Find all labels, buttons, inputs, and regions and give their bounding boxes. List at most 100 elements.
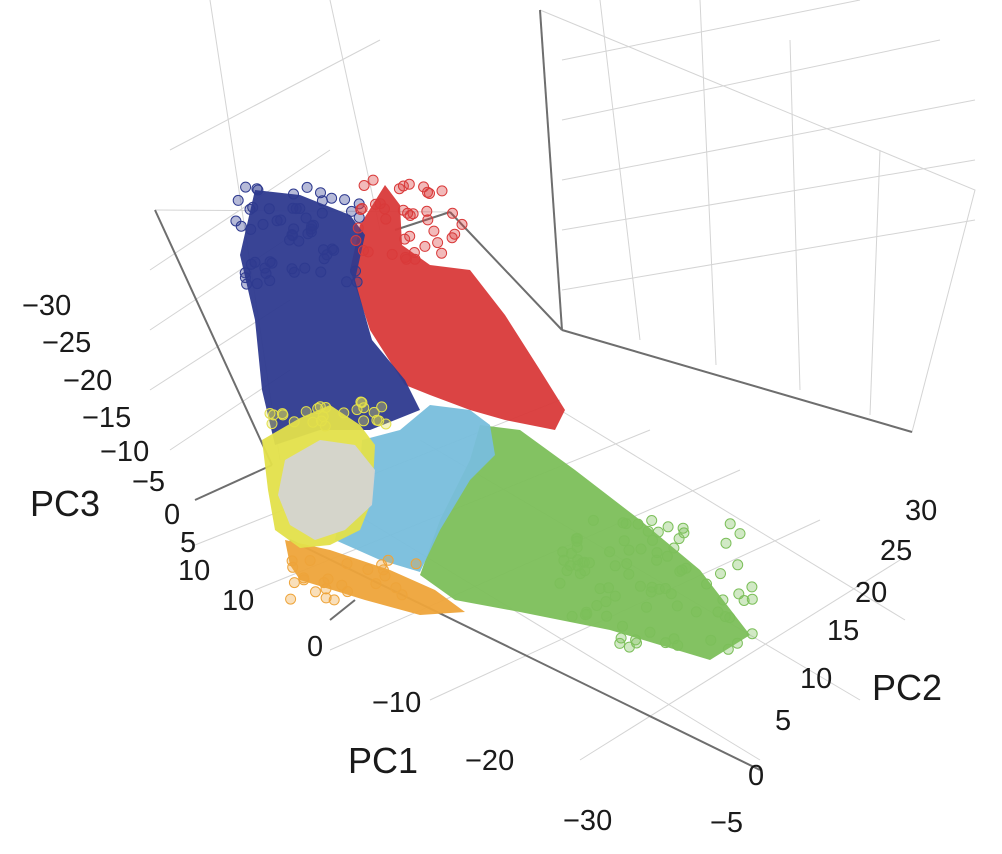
scatter-point-blue xyxy=(275,214,287,226)
scatter-point-blue xyxy=(245,258,257,270)
pc2-tick-label: 30 xyxy=(905,495,937,527)
scatter-point-green xyxy=(717,594,729,606)
pc1-tick-label: −30 xyxy=(563,805,612,837)
scatter-point-green xyxy=(732,559,744,571)
scatter-point-orange xyxy=(320,592,332,604)
scatter-point-green xyxy=(724,518,736,530)
pc1-tick-label: −10 xyxy=(372,687,421,719)
pc3-tick-label: −25 xyxy=(42,327,91,359)
scatter-point-red xyxy=(386,248,398,260)
scatter-point-blue xyxy=(316,195,328,207)
scatter-point-green xyxy=(617,620,628,632)
scatter-point-red xyxy=(370,198,381,210)
scatter-point-orange xyxy=(396,589,408,601)
scatter-point-red xyxy=(436,247,448,259)
scatter-point-orange xyxy=(390,582,402,594)
scatter-point-blue xyxy=(326,192,338,204)
pc3-tick-label: −10 xyxy=(100,436,149,468)
scatter-point-green xyxy=(601,610,613,622)
scatter-point-blue xyxy=(315,187,326,199)
pc2-tick-label: 0 xyxy=(748,760,764,792)
scatter-point-orange xyxy=(362,564,374,575)
scatter-point-green xyxy=(724,612,736,624)
scatter-point-yellow xyxy=(373,415,385,427)
scatter-point-green xyxy=(642,525,654,537)
scatter-point-green xyxy=(746,628,758,640)
scatter-point-red xyxy=(367,174,379,186)
scatter-point-green xyxy=(647,534,658,546)
scatter-point-yellow xyxy=(376,401,388,413)
scatter-point-green xyxy=(609,590,621,602)
scatter-point-green xyxy=(646,581,658,593)
scatter-point-blue xyxy=(301,181,313,193)
scatter-point-yellow xyxy=(300,406,312,418)
scatter-point-yellow xyxy=(312,403,324,414)
scatter-point-green xyxy=(680,562,692,574)
scatter-point-green xyxy=(651,554,663,566)
scatter-point-orange xyxy=(285,593,297,605)
scatter-point-green xyxy=(738,595,750,606)
scatter-point-green xyxy=(734,528,746,540)
scatter-point-orange xyxy=(336,579,348,591)
scatter-point-green xyxy=(731,637,743,649)
pc3-tick-label: 10 xyxy=(222,585,254,617)
scatter-point-green xyxy=(600,596,612,608)
scatter-point-green xyxy=(720,537,732,549)
scatter-point-green xyxy=(603,582,614,594)
scatter-point-orange xyxy=(288,577,300,589)
scatter-point-green xyxy=(558,554,570,566)
scatter-point-green xyxy=(746,581,758,593)
scatter-point-red xyxy=(352,222,364,234)
scatter-point-orange xyxy=(341,558,353,570)
cluster-blue xyxy=(240,190,420,445)
pc3-tick-label: −15 xyxy=(82,402,131,434)
scatter-point-blue xyxy=(241,278,253,290)
scatter-point-red xyxy=(404,230,416,242)
scatter-point-green xyxy=(673,533,685,545)
scatter-point-green xyxy=(609,560,621,572)
scatter-point-blue xyxy=(350,265,361,277)
scatter-point-green xyxy=(570,533,582,545)
scatter-point-blue xyxy=(251,183,263,195)
scatter-point-red xyxy=(422,214,434,226)
scatter-point-red xyxy=(424,188,435,199)
scatter-dots xyxy=(230,174,758,655)
scatter-point-blue xyxy=(240,181,252,193)
pc2-axis-label: PC2 xyxy=(872,667,942,708)
scatter-point-green xyxy=(660,637,672,649)
cluster-red xyxy=(350,185,565,430)
scatter-point-blue xyxy=(290,203,302,215)
scatter-point-orange xyxy=(322,573,334,585)
scatter-point-green xyxy=(632,518,644,530)
pc3-tick-label: 5 xyxy=(180,527,196,559)
scatter-point-green xyxy=(630,634,642,646)
scatter-point-green xyxy=(565,547,577,559)
scatter-point-green xyxy=(554,577,566,589)
pc2-ticks: −5 0 5 10 15 20 25 30 xyxy=(710,495,937,839)
scatter-point-orange xyxy=(286,555,298,567)
scatter-point-red xyxy=(379,203,390,215)
scatter-point-green xyxy=(662,521,674,533)
scatter-point-green xyxy=(623,568,635,580)
scatter-point-blue xyxy=(346,205,357,217)
scatter-point-green xyxy=(587,514,599,526)
scatter-point-green xyxy=(722,643,734,655)
scatter-point-blue xyxy=(259,262,271,274)
scatter-point-blue xyxy=(339,194,351,206)
pc2-tick-label: −5 xyxy=(710,807,743,839)
pc1-tick-label: −20 xyxy=(465,745,514,777)
scatter-point-blue xyxy=(232,194,244,206)
scatter-point-blue xyxy=(230,215,242,227)
cluster-light-blue xyxy=(335,405,495,572)
scatter-point-red xyxy=(432,237,444,249)
scatter-point-orange xyxy=(410,558,422,570)
scatter-point-green xyxy=(557,546,569,558)
scatter-point-red xyxy=(400,253,412,265)
pc3-tick-label: −20 xyxy=(63,365,112,397)
scatter-point-orange xyxy=(370,578,382,590)
scatter-point-red xyxy=(447,207,458,219)
scatter-point-blue xyxy=(287,202,299,214)
pc3-tick-label: −30 xyxy=(22,290,71,322)
scatter-point-red xyxy=(397,180,409,192)
